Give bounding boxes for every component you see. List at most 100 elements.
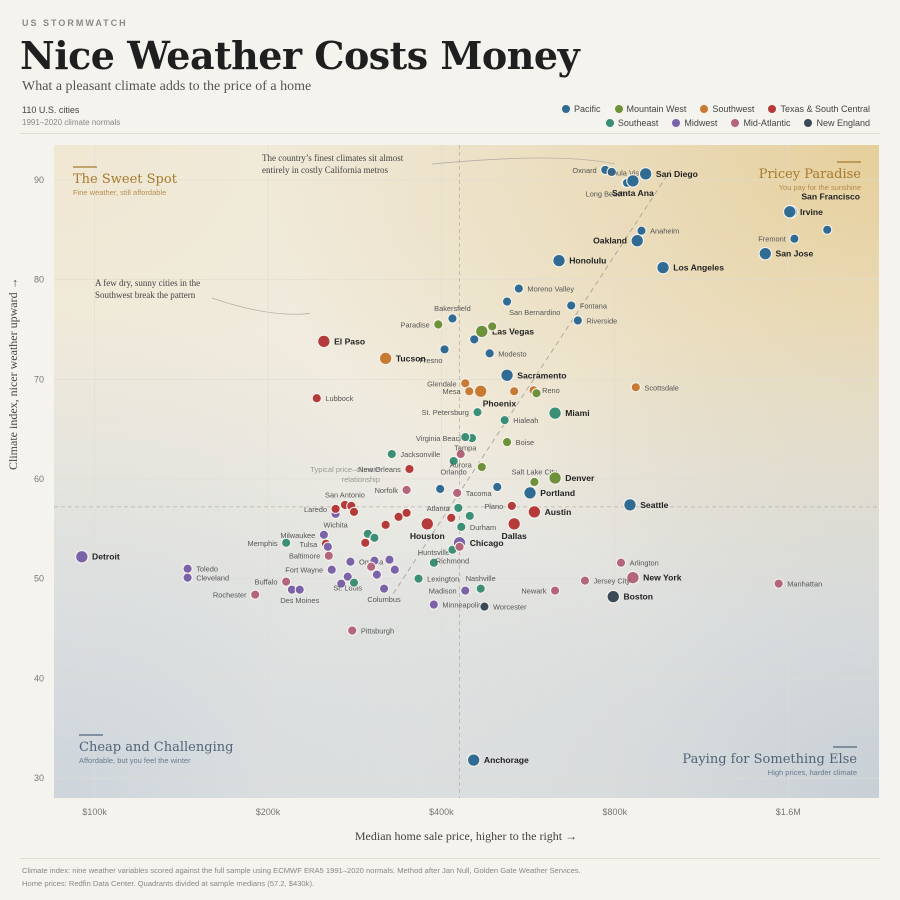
point-boston[interactable]	[606, 589, 621, 604]
point-unlabeled[interactable]	[384, 554, 395, 565]
point-lubbock[interactable]	[311, 393, 322, 404]
point-houston[interactable]	[420, 517, 435, 531]
point-denver[interactable]	[548, 471, 562, 485]
point-unlabeled[interactable]	[365, 561, 377, 572]
point-new-orleans[interactable]	[404, 463, 415, 475]
point-unlabeled[interactable]	[401, 507, 412, 519]
legend-item-new-england[interactable]: New England	[804, 118, 870, 128]
point-manhattan[interactable]	[773, 578, 784, 589]
point-sacramento[interactable]	[500, 368, 514, 383]
legend-item-mountain-west[interactable]: Mountain West	[614, 104, 686, 114]
point-toledo[interactable]	[182, 563, 193, 574]
point-unlabeled[interactable]	[454, 541, 465, 552]
point-baltimore[interactable]	[323, 550, 334, 561]
point-tucson[interactable]	[378, 351, 393, 366]
point-miami[interactable]	[548, 406, 562, 420]
point-madison[interactable]	[460, 585, 471, 596]
point-anaheim[interactable]	[636, 225, 647, 236]
point-minneapolis[interactable]	[428, 599, 439, 610]
point-unlabeled[interactable]	[389, 564, 400, 575]
point-plano[interactable]	[506, 500, 517, 512]
point-unlabeled[interactable]	[435, 483, 446, 495]
point-unlabeled[interactable]	[492, 481, 503, 493]
point-buffalo[interactable]	[280, 576, 292, 587]
point-st-petersburg[interactable]	[472, 407, 483, 418]
point-unlabeled[interactable]	[446, 512, 457, 524]
point-austin[interactable]	[527, 505, 542, 519]
point-unlabeled[interactable]	[476, 461, 487, 473]
point-moreno-valley[interactable]	[513, 283, 524, 294]
point-boise[interactable]	[501, 436, 513, 448]
point-columbus[interactable]	[378, 583, 390, 594]
point-lexington[interactable]	[413, 573, 424, 584]
point-los-angeles[interactable]	[656, 260, 670, 275]
point-unlabeled[interactable]	[322, 541, 333, 552]
point-fontana[interactable]	[566, 300, 577, 311]
point-glendale[interactable]	[460, 378, 471, 389]
point-jacksonville[interactable]	[386, 448, 397, 460]
legend-item-pacific[interactable]: Pacific	[562, 104, 601, 114]
point-mesa[interactable]	[464, 386, 475, 397]
point-unlabeled[interactable]	[531, 388, 542, 399]
point-unlabeled[interactable]	[469, 334, 480, 345]
point-unlabeled[interactable]	[380, 519, 391, 530]
point-anchorage[interactable]	[466, 753, 481, 767]
point-bakersfield[interactable]	[447, 313, 458, 324]
point-el-paso[interactable]	[317, 334, 331, 349]
point-new-york[interactable]	[626, 570, 640, 585]
point-seattle[interactable]	[623, 498, 637, 512]
point-fremont[interactable]	[789, 233, 800, 244]
point-omaha[interactable]	[345, 556, 356, 567]
point-atlanta[interactable]	[453, 502, 464, 514]
point-unlabeled[interactable]	[822, 224, 833, 235]
point-las-vegas[interactable]	[475, 324, 489, 339]
point-san-diego[interactable]	[638, 167, 653, 181]
point-orlando[interactable]	[448, 455, 459, 467]
point-memphis[interactable]	[280, 537, 292, 548]
point-huntsville[interactable]	[428, 557, 439, 568]
point-milwaukee[interactable]	[318, 529, 330, 540]
point-unlabeled[interactable]	[336, 578, 347, 589]
point-san-jose[interactable]	[758, 246, 773, 261]
legend-item-texas-south-central[interactable]: Texas & South Central	[768, 104, 870, 114]
point-unlabeled[interactable]	[371, 569, 383, 580]
point-unlabeled[interactable]	[360, 537, 371, 548]
point-des-moines[interactable]	[294, 584, 305, 595]
point-cleveland[interactable]	[182, 572, 193, 583]
point-oakland[interactable]	[630, 233, 644, 248]
point-dallas[interactable]	[507, 517, 521, 531]
point-salt-lake-city[interactable]	[529, 476, 540, 488]
point-unlabeled[interactable]	[464, 510, 475, 522]
point-detroit[interactable]	[75, 549, 89, 564]
point-durham[interactable]	[456, 521, 467, 532]
point-fresno[interactable]	[439, 344, 450, 355]
legend-item-southeast[interactable]: Southeast	[605, 118, 658, 128]
point-jersey-city[interactable]	[579, 575, 591, 586]
point-phoenix[interactable]	[473, 384, 488, 398]
point-unlabeled[interactable]	[393, 511, 404, 523]
point-paradise[interactable]	[433, 319, 444, 330]
legend-item-mid-atlantic[interactable]: Mid-Atlantic	[731, 118, 790, 128]
point-pittsburgh[interactable]	[347, 625, 358, 636]
point-rochester[interactable]	[250, 589, 261, 600]
point-unlabeled[interactable]	[509, 386, 520, 397]
point-santa-ana[interactable]	[626, 174, 640, 188]
point-scottsdale[interactable]	[630, 382, 641, 393]
point-honolulu[interactable]	[552, 253, 566, 268]
point-riverside[interactable]	[572, 315, 583, 326]
point-tacoma[interactable]	[452, 487, 463, 499]
point-st-louis[interactable]	[342, 571, 353, 582]
point-nashville[interactable]	[475, 583, 486, 594]
point-aurora[interactable]	[455, 448, 466, 460]
point-unlabeled[interactable]	[369, 532, 380, 543]
point-irvine[interactable]	[783, 205, 797, 219]
point-modesto[interactable]	[484, 348, 495, 359]
point-newark[interactable]	[549, 585, 561, 596]
point-unlabeled[interactable]	[606, 166, 617, 178]
point-norfolk[interactable]	[401, 484, 412, 496]
point-hialeah[interactable]	[499, 415, 510, 426]
point-fort-wayne[interactable]	[326, 564, 337, 575]
point-unlabeled[interactable]	[348, 506, 360, 518]
point-laredo[interactable]	[330, 503, 341, 515]
point-unlabeled[interactable]	[487, 321, 498, 332]
